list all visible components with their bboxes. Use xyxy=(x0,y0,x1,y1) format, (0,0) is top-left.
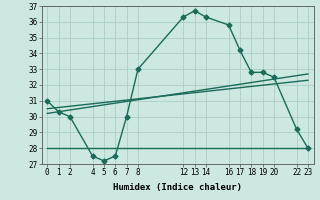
X-axis label: Humidex (Indice chaleur): Humidex (Indice chaleur) xyxy=(113,183,242,192)
